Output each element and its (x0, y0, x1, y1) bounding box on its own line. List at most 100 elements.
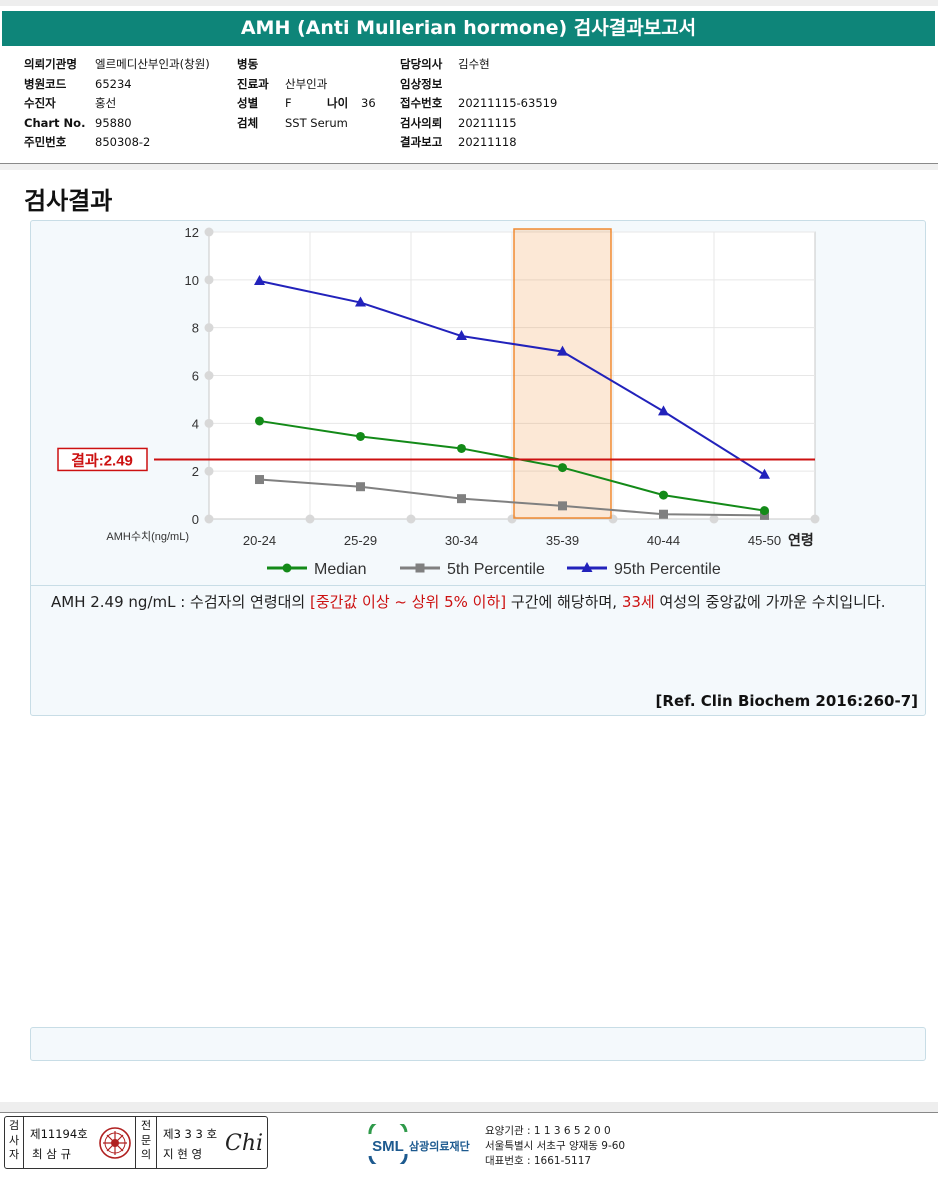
info-row-sex-age: 성별 F 나이 36 (237, 94, 376, 114)
desc-range: [중간값 이상 ~ 상위 5% 이하] (310, 593, 507, 611)
data-point (356, 431, 365, 441)
info-row-ward: 병동 (237, 55, 376, 75)
info-row-report-date: 결과보고 20211118 (400, 133, 557, 153)
info-value: 95880 (95, 115, 132, 130)
info-label: 검체 (237, 115, 259, 130)
info-label: 의뢰기관명 (24, 57, 77, 71)
data-point (255, 416, 264, 426)
x-axis-label: 연령 (788, 532, 814, 548)
y-tick-label: 8 (192, 321, 199, 336)
info-row-clinical: 임상정보 (400, 75, 557, 95)
info-label: 담당의사 (400, 57, 443, 71)
data-point (759, 468, 770, 479)
report-title: AMH (Anti Mullerian hormone) 검사결과보고서 (2, 11, 935, 46)
y-tick-label: 12 (185, 225, 199, 240)
x-tick-label: 30-34 (445, 533, 478, 548)
x-tick-label: 25-29 (344, 533, 377, 548)
desc-prefix: AMH 2.49 ng/mL : 수검자의 연령대의 (51, 593, 310, 611)
y-tick-dot (204, 371, 214, 380)
signer-role-label: 전문의 (140, 1119, 152, 1161)
data-point (658, 405, 669, 416)
top-band (0, 0, 938, 6)
info-row-doctor: 담당의사 김수현 (400, 55, 557, 75)
data-point (557, 345, 568, 356)
data-point (659, 509, 668, 519)
age-label: 나이 (327, 96, 349, 110)
info-value: 850308-2 (95, 135, 151, 149)
info-value: 홍선 (95, 96, 117, 110)
data-point (355, 296, 366, 307)
info-row-patient: 수진자 홍선 (24, 94, 210, 114)
divider (0, 163, 938, 164)
x-tick-label: 20-24 (243, 533, 276, 548)
data-point (760, 510, 769, 520)
series-line (259, 478, 765, 517)
desc-suffix: 여성의 중앙값에 가까운 수치입니다. (654, 593, 886, 611)
info-value: 20211115-63519 (458, 96, 558, 110)
data-point (558, 501, 567, 511)
patient-info-col2: 병동 진료과 산부인과 성별 F 나이 36 검체 SST Serum (237, 55, 376, 133)
divider (156, 1117, 157, 1168)
y-tick-label: 0 (192, 512, 199, 527)
patient-info-col3: 담당의사 김수현 임상정보 접수번호 20211115-63519 검사의뢰 2021… (400, 55, 557, 153)
legend-label: 95th Percentile (614, 561, 721, 578)
info-row-chart-no: Chart No. 95880 (24, 114, 210, 134)
data-point (457, 494, 466, 504)
data-point (456, 330, 467, 341)
y-tick-dot (204, 323, 214, 333)
x-tick-dot (305, 514, 315, 524)
info-value: 엘르메디산부인과(창원) (95, 57, 210, 71)
info-row-id-number: 주민번호 850308-2 (24, 133, 210, 153)
signer1-license: 제11194호 (30, 1127, 88, 1141)
info-value: F (285, 96, 292, 110)
desc-age: 33세 (621, 593, 655, 611)
info-label: 접수번호 (400, 96, 443, 110)
info-value: SST Serum (285, 115, 348, 130)
x-tick-label: 40-44 (647, 533, 680, 548)
data-point (255, 475, 264, 485)
divider (135, 1117, 136, 1168)
handwritten-signature: Chi (225, 1131, 264, 1156)
info-value: 20211118 (458, 135, 517, 149)
info-row-specimen: 검체 SST Serum (237, 114, 376, 134)
lab-name: 삼광의료재단 (409, 1140, 470, 1153)
divider-band (0, 164, 938, 170)
legend-label: Median (314, 561, 366, 578)
info-label: 진료과 (237, 76, 269, 91)
info-value: 산부인과 (285, 76, 328, 91)
y-tick-label: 10 (185, 273, 199, 288)
series-line (259, 280, 766, 476)
lab-phone: 대표번호 : 1661-5117 (485, 1155, 592, 1167)
section-title: 검사결과 (24, 187, 113, 215)
y-tick-label: 4 (192, 416, 199, 431)
info-label: 성별 (237, 96, 259, 110)
data-point (558, 463, 567, 473)
data-point (356, 482, 365, 492)
y-tick-dot (204, 514, 214, 524)
seal-icon (99, 1127, 131, 1159)
signer-role-label: 검사자 (8, 1119, 20, 1161)
info-label: 병동 (237, 57, 259, 71)
highlight-band (513, 228, 612, 519)
sml-logo-icon: SML (368, 1124, 408, 1164)
info-label: 병원코드 (24, 76, 67, 91)
signer2-name: 지 현 영 (163, 1147, 203, 1161)
data-point (254, 275, 265, 286)
y-tick-label: 2 (192, 464, 199, 479)
signer2-license: 제3 3 3 호 (163, 1127, 218, 1141)
y-tick-label: 6 (192, 369, 199, 384)
data-point (659, 490, 668, 500)
y-tick-dot (204, 275, 214, 285)
legend-marker (282, 563, 292, 573)
desc-middle: 구간에 해당하며, (506, 593, 622, 611)
reference: [Ref. Clin Biochem 2016:260-7] (655, 692, 918, 710)
empty-panel (30, 1027, 926, 1061)
lab-address: 서울특별시 서초구 양재동 9-60 (485, 1140, 626, 1152)
divider (31, 585, 925, 586)
lab-info: 요양기관 : 1 1 3 6 5 2 0 0 서울특별시 서초구 양재동 9-6… (485, 1124, 625, 1169)
y-axis-label: AMH수치(ng/mL) (106, 530, 189, 543)
result-label-box (57, 447, 148, 472)
legend-label: 5th Percentile (447, 561, 545, 578)
info-row-hospital-code: 병원코드 65234 (24, 75, 210, 95)
data-point (457, 443, 466, 453)
